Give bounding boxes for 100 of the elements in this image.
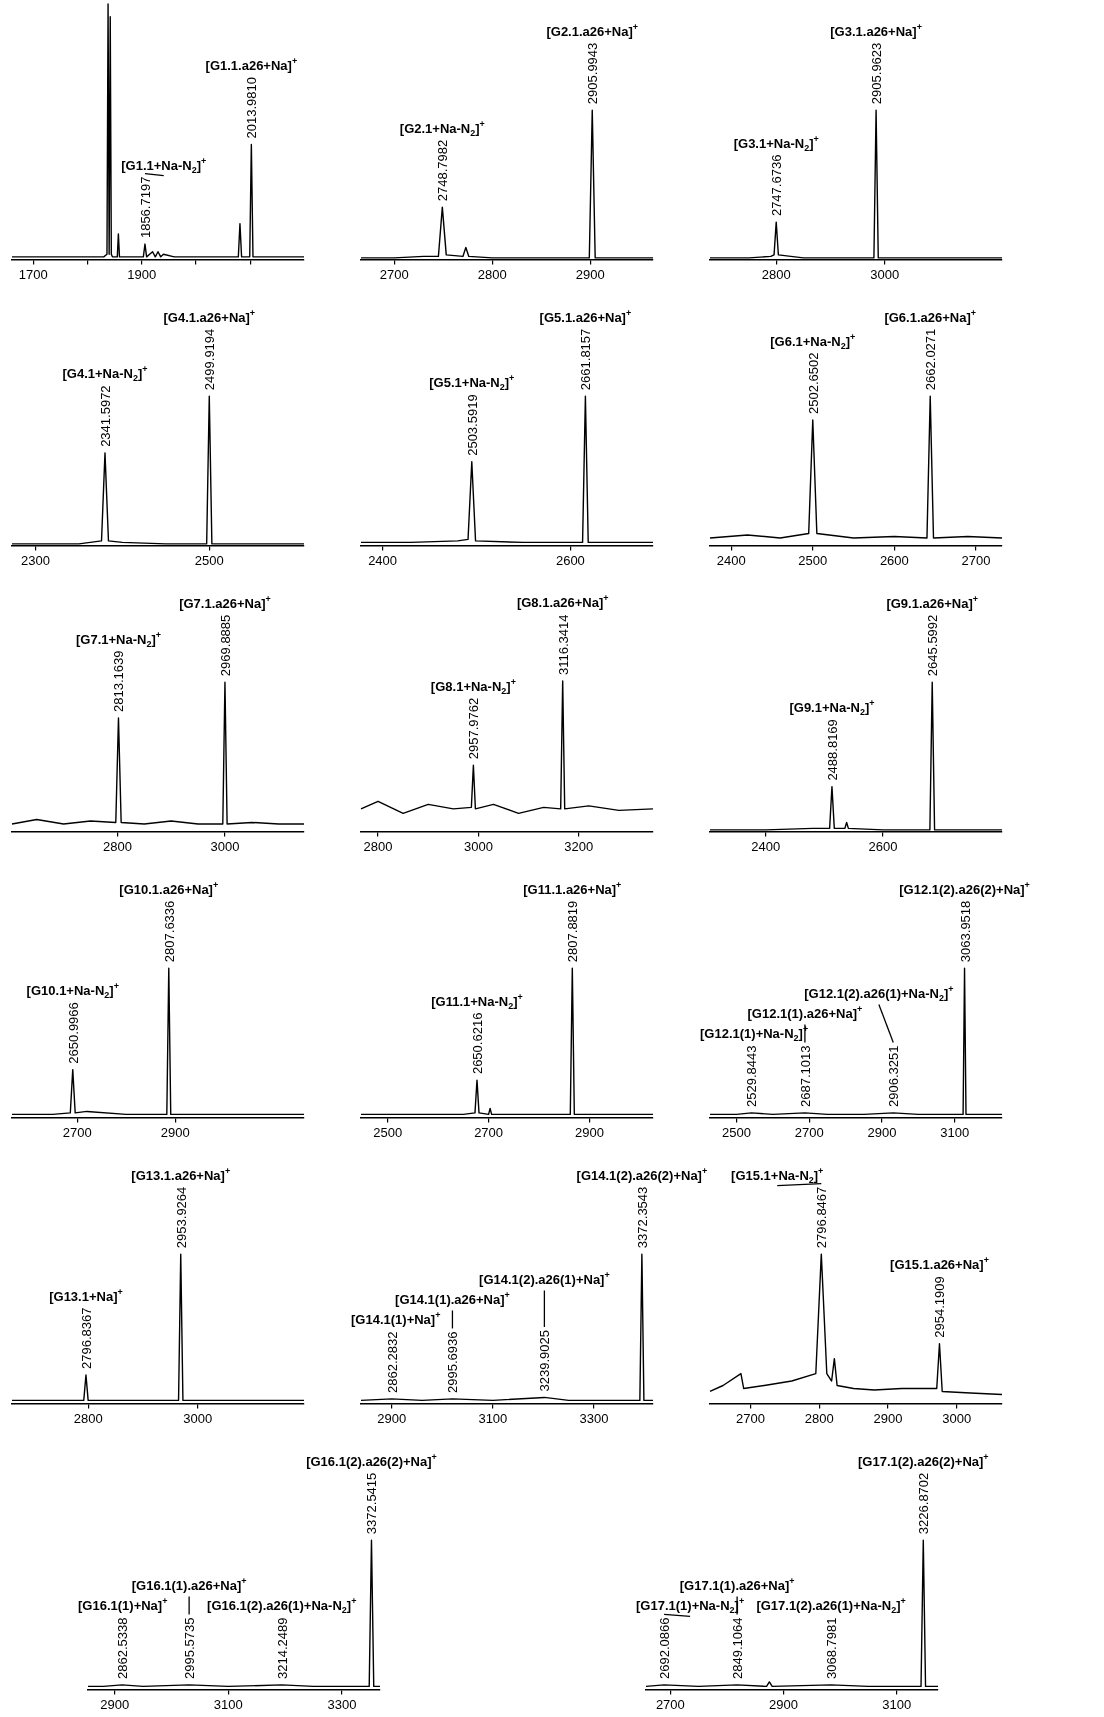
x-tick-label: 2800: [73, 1410, 103, 1426]
x-tick-label: 2700: [961, 552, 991, 568]
x-tick-label: 3300: [579, 1410, 609, 1426]
annotation: 2813.1639: [111, 650, 127, 712]
text: [G7.1.a26+Na]+: [179, 593, 271, 611]
x-tick-label: 3000: [942, 1410, 972, 1426]
text: [G9.1.a26+Na]+: [886, 593, 979, 611]
text: [G13.1.a26+Na]+: [131, 1165, 231, 1183]
annotation: [G16.1(1)+Na]+: [78, 1596, 168, 1614]
x-tick-label: 2700: [379, 266, 409, 282]
annotation: 2503.5919: [464, 394, 480, 456]
annotation: 3116.3414: [555, 614, 571, 675]
annotation: 2905.9623: [869, 42, 885, 105]
text: [G6.1.a26+Na]+: [884, 307, 977, 325]
text: [G10.1.a26+Na]+: [119, 879, 219, 897]
x-tick-label: 2900: [575, 266, 605, 282]
annotation: 3372.3543: [634, 1186, 650, 1249]
annotation: 3068.7981: [824, 1617, 840, 1679]
x-tick-label: 1900: [127, 266, 157, 282]
annotation: [G16.1(1).a26+Na]+: [131, 1576, 247, 1594]
annotation: 2796.8467: [814, 1186, 830, 1249]
annotation: 2995.5735: [182, 1617, 198, 1679]
x-tick-label: 2300: [21, 552, 50, 568]
annotation: [G1.1.a26+Na]+: [205, 56, 298, 74]
annotation: 2954.1909: [932, 1276, 948, 1338]
x-tick-label: 2500: [798, 552, 828, 568]
text: [G8.1.a26+Na]+: [516, 593, 609, 611]
x-tick-label: 2900: [769, 1696, 798, 1712]
x-tick-label: 3000: [183, 1410, 213, 1426]
x-tick-label: 2800: [761, 266, 791, 282]
annotation: 2906.3251: [886, 1045, 902, 1107]
x-tick-label: 2900: [873, 1410, 903, 1426]
x-tick-label: 2500: [194, 552, 224, 568]
annotation: 2488.8169: [824, 719, 840, 781]
x-tick-label: 3200: [564, 838, 594, 854]
text: [G11.1.a26+Na]+: [523, 879, 622, 897]
annotation: 2502.6502: [805, 352, 821, 415]
x-tick-label: 1700: [18, 266, 48, 282]
x-tick-label: 3000: [463, 838, 493, 854]
annotation: 2747.6736: [769, 154, 785, 217]
annotation: 3239.9025: [537, 1329, 553, 1392]
x-tick-label: 3100: [478, 1410, 508, 1426]
x-tick-label: 2700: [655, 1696, 685, 1712]
x-tick-label: 3100: [882, 1696, 912, 1712]
x-tick-label: 2900: [160, 1124, 190, 1140]
x-tick-label: 3000: [870, 266, 900, 282]
annotation: 2692.0866: [657, 1617, 673, 1679]
annotation: 2862.5338: [115, 1617, 131, 1679]
annotation: [G14.1(1)+Na]+: [351, 1310, 441, 1328]
annotation: 3372.5415: [364, 1472, 380, 1535]
text: [G2.1.a26+Na]+: [546, 21, 639, 39]
x-tick-label: 2500: [722, 1124, 752, 1140]
x-tick-label: 2700: [794, 1124, 824, 1140]
x-tick-label: 2900: [867, 1124, 897, 1140]
annotation: 2862.2832: [384, 1331, 400, 1393]
x-tick-label: 2400: [368, 552, 398, 568]
x-tick-label: 2900: [574, 1124, 604, 1140]
annotation: 3214.2489: [274, 1617, 290, 1679]
annotation: 2687.1013: [797, 1045, 813, 1107]
annotation: 2341.5972: [97, 385, 113, 447]
x-tick-label: 3100: [213, 1696, 243, 1712]
annotation: 2650.9966: [65, 1002, 81, 1064]
annotation: [G14.1(2).a26(1)+Na]+: [479, 1270, 610, 1288]
annotation: 2849.1064: [730, 1617, 746, 1679]
x-tick-label: 3000: [210, 838, 240, 854]
text: [G16.1(2).a26(2)+Na]+: [306, 1451, 437, 1469]
x-tick-label: 2700: [736, 1410, 765, 1426]
annotation: [G13.1+Na]+: [49, 1286, 123, 1304]
annotation: 2807.8819: [565, 900, 581, 963]
annotation: 3063.9518: [957, 900, 973, 963]
annotation: 2645.5992: [925, 614, 941, 677]
annotation: 2499.9194: [202, 328, 218, 391]
annotation: 3226.8702: [916, 1472, 932, 1535]
text: [G12.1(2).a26(2)+Na]+: [899, 879, 1030, 897]
x-tick-label: 2700: [62, 1124, 92, 1140]
x-tick-label: 2900: [100, 1696, 130, 1712]
text: [G4.1.a26+Na]+: [163, 307, 256, 325]
annotation: 2529.8443: [744, 1045, 760, 1107]
x-tick-label: 2900: [377, 1410, 407, 1426]
x-tick-label: 2600: [555, 552, 585, 568]
x-tick-label: 2800: [804, 1410, 834, 1426]
x-tick-label: 3100: [940, 1124, 970, 1140]
annotation: [G17.1(1).a26+Na]+: [679, 1576, 795, 1594]
annotation: 2661.8157: [578, 328, 594, 391]
annotation: 2807.6336: [161, 900, 177, 963]
x-tick-label: 2800: [363, 838, 393, 854]
annotation: 2796.8367: [78, 1307, 94, 1370]
x-tick-label: 2500: [373, 1124, 403, 1140]
text: [G14.1(2).a26(2)+Na]+: [576, 1165, 708, 1183]
text: [G5.1.a26+Na]+: [539, 307, 632, 325]
x-tick-label: 2800: [102, 838, 132, 854]
x-tick-label: 2800: [477, 266, 507, 282]
text: [G3.1.a26+Na]+: [830, 21, 922, 39]
x-tick-label: 2600: [879, 552, 909, 568]
annotation: [G14.1(1).a26+Na]+: [395, 1290, 510, 1308]
annotation: 2953.9264: [173, 1186, 189, 1249]
x-tick-label: 2700: [474, 1124, 504, 1140]
x-tick-label: 2600: [868, 838, 898, 854]
annotation: [G12.1(1).a26+Na]+: [747, 1004, 863, 1022]
annotation: 2969.8885: [217, 614, 233, 677]
